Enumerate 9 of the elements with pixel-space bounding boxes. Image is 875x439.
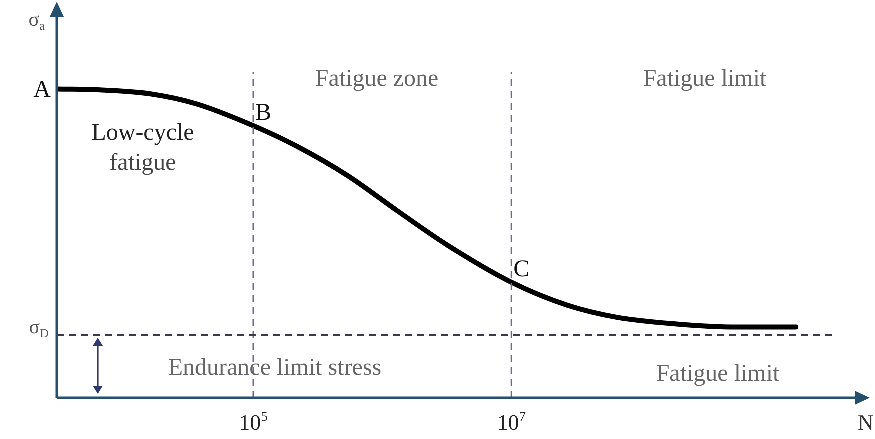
annotation: Fatigue zone xyxy=(315,66,439,92)
annotation: A xyxy=(34,77,52,104)
annotation: Fatigue limit xyxy=(643,66,767,92)
annotation: C xyxy=(514,256,530,283)
annotation: Endurance limit stress xyxy=(168,355,382,381)
annotation: Fatigue limit xyxy=(656,361,780,387)
x-axis-title: N xyxy=(858,410,874,435)
annotation: B xyxy=(256,100,272,126)
annotation: Low-cycle fatigue xyxy=(92,120,194,176)
